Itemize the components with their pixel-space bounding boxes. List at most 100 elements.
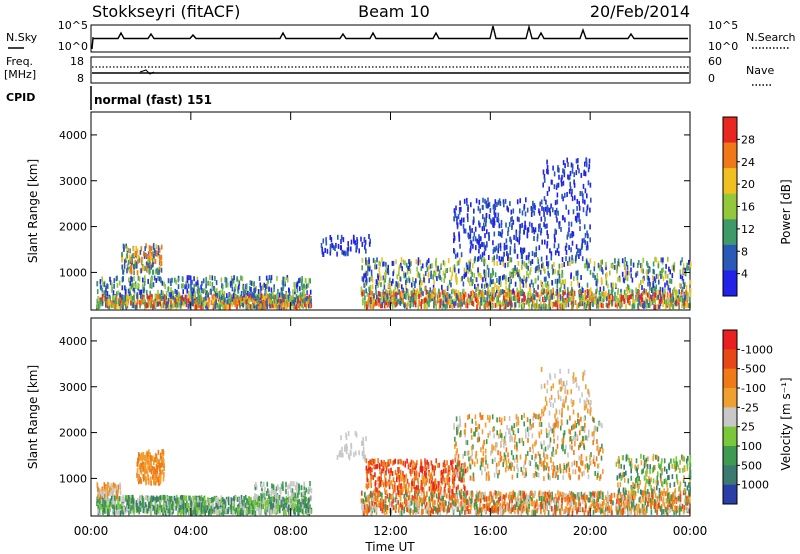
echo-cell xyxy=(144,266,146,272)
echo-cell xyxy=(518,273,521,279)
echo-cell xyxy=(478,239,481,245)
echo-cell xyxy=(586,162,588,168)
echo-cell xyxy=(584,232,587,238)
echo-cell xyxy=(212,497,215,503)
echo-cell xyxy=(512,267,515,273)
echo-cell xyxy=(208,297,211,303)
echo-cell xyxy=(307,502,309,508)
echo-cell xyxy=(126,301,129,306)
echo-cell xyxy=(527,291,530,297)
echo-cell xyxy=(294,510,296,516)
echo-cell xyxy=(641,291,644,297)
echo-cell xyxy=(492,222,494,228)
echo-cell xyxy=(289,498,292,504)
echo-cell xyxy=(528,304,531,310)
echo-cell xyxy=(630,267,632,273)
echo-cell xyxy=(567,290,569,296)
echo-cell xyxy=(484,276,487,282)
echo-cell xyxy=(470,276,472,282)
echo-cell xyxy=(270,497,272,502)
echo-cell xyxy=(302,302,305,308)
echo-cell xyxy=(602,286,605,292)
echo-cell xyxy=(223,294,225,300)
echo-cell xyxy=(623,298,626,304)
echo-cell xyxy=(642,257,645,263)
echo-cell xyxy=(205,505,208,510)
echo-cell xyxy=(282,503,285,509)
echo-cell xyxy=(287,294,290,300)
echo-cell xyxy=(633,299,636,305)
echo-cell xyxy=(130,258,133,263)
echo-cell xyxy=(96,281,99,286)
echo-cell xyxy=(638,292,640,298)
echo-cell xyxy=(621,258,624,264)
echo-cell xyxy=(607,283,609,289)
echo-cell xyxy=(486,296,488,302)
echo-cell xyxy=(602,297,605,303)
echo-cell xyxy=(537,275,539,281)
echo-cell xyxy=(457,302,459,308)
echo-cell xyxy=(218,501,220,506)
echo-cell xyxy=(662,292,664,298)
echo-cell xyxy=(528,221,531,227)
echo-cell xyxy=(479,273,482,278)
echo-cell xyxy=(540,256,543,262)
echo-cell xyxy=(509,246,512,252)
echo-cell xyxy=(378,297,380,303)
echo-cell xyxy=(469,239,472,245)
echo-cell xyxy=(423,274,425,280)
echo-cell xyxy=(617,276,619,282)
echo-cell xyxy=(231,280,234,286)
echo-cell xyxy=(543,196,546,202)
echo-cell xyxy=(550,203,552,209)
echo-cell xyxy=(627,295,630,301)
echo-cell xyxy=(531,304,533,310)
echo-cell xyxy=(549,248,551,254)
echo-cell xyxy=(180,295,183,301)
echo-cell xyxy=(518,217,520,223)
echo-cell xyxy=(115,299,118,305)
echo-cell xyxy=(302,287,304,293)
echo-cell xyxy=(199,506,201,512)
echo-cell xyxy=(116,503,119,509)
echo-cell xyxy=(113,298,116,304)
echo-cell xyxy=(683,296,686,302)
echo-cell xyxy=(516,267,518,273)
echo-cell xyxy=(298,294,301,300)
echo-cell xyxy=(135,304,137,310)
echo-cell xyxy=(142,502,144,508)
echo-cell xyxy=(206,290,208,296)
echo-cell xyxy=(386,290,389,296)
echo-cell xyxy=(601,279,603,285)
echo-cell xyxy=(152,506,154,512)
echo-cell xyxy=(555,302,557,308)
echo-cell xyxy=(483,222,485,228)
echo-cell xyxy=(150,498,153,504)
echo-cell xyxy=(141,502,143,508)
echo-cell xyxy=(304,496,306,502)
echo-cell xyxy=(498,198,501,204)
echo-cell xyxy=(415,278,417,284)
echo-cell xyxy=(559,303,561,309)
echo-cell xyxy=(309,509,311,514)
echo-cell xyxy=(153,505,155,511)
echo-cell xyxy=(590,291,593,297)
echo-cell xyxy=(137,254,140,260)
echo-cell xyxy=(529,283,531,289)
echo-cell xyxy=(370,299,373,305)
echo-cell xyxy=(669,287,671,293)
echo-cell xyxy=(246,288,248,294)
echo-cell xyxy=(340,245,342,251)
echo-cell xyxy=(564,299,567,305)
echo-cell xyxy=(251,510,254,515)
echo-cell xyxy=(230,497,233,503)
echo-cell xyxy=(567,162,569,167)
echo-cell xyxy=(503,242,506,248)
echo-cell xyxy=(229,504,232,510)
echo-cell xyxy=(533,295,536,301)
echo-cell xyxy=(463,267,466,273)
echo-cell xyxy=(197,283,199,289)
echo-cell xyxy=(375,284,377,290)
echo-cell xyxy=(488,255,490,260)
